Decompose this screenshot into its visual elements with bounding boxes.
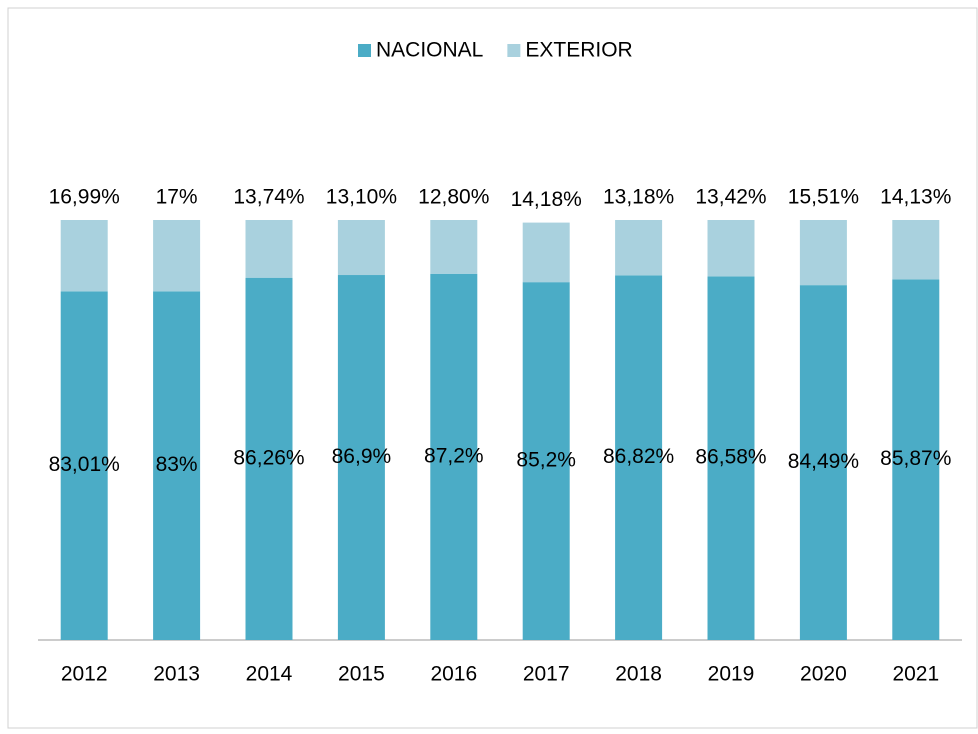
bar-segment xyxy=(522,222,570,283)
legend-label: NACIONAL xyxy=(376,39,483,62)
data-label: 14,13% xyxy=(880,186,951,209)
bar-segment xyxy=(430,273,478,640)
x-tick-label: 2012 xyxy=(61,663,108,686)
x-tick-label: 2020 xyxy=(800,663,847,686)
data-label: 14,18% xyxy=(511,188,582,211)
bar-segment xyxy=(245,277,293,640)
legend-swatch xyxy=(507,44,521,57)
bar-segment xyxy=(337,275,385,640)
bar-segment xyxy=(60,220,108,292)
data-label: 85,87% xyxy=(880,447,951,470)
x-tick-label: 2013 xyxy=(153,663,200,686)
data-label: 86,82% xyxy=(603,445,674,468)
data-label: 13,10% xyxy=(326,186,397,209)
data-label: 12,80% xyxy=(418,186,489,209)
x-tick-label: 2015 xyxy=(338,663,385,686)
data-label: 17% xyxy=(156,186,198,209)
bar-segment xyxy=(337,220,385,276)
bar-segment xyxy=(799,285,847,640)
data-label: 85,2% xyxy=(516,449,576,472)
data-label: 86,9% xyxy=(332,445,392,468)
bar-segment xyxy=(153,220,201,292)
data-label: 15,51% xyxy=(788,186,859,209)
bar-segment xyxy=(245,220,293,278)
data-label: 16,99% xyxy=(49,186,120,209)
bar-segment xyxy=(892,220,940,280)
chart-frame xyxy=(7,7,978,729)
x-tick-label: 2018 xyxy=(615,663,662,686)
bar-segment xyxy=(707,220,755,277)
bar-segment xyxy=(60,291,108,640)
x-tick-label: 2014 xyxy=(246,663,293,686)
x-tick-label: 2019 xyxy=(708,663,755,686)
x-tick-label: 2021 xyxy=(892,663,939,686)
legend-label: EXTERIOR xyxy=(525,39,632,62)
bar-segment xyxy=(799,220,847,286)
data-label: 84,49% xyxy=(788,450,859,473)
data-label: 86,58% xyxy=(695,446,766,469)
x-tick-label: 2017 xyxy=(523,663,570,686)
data-label: 87,2% xyxy=(424,444,484,467)
data-label: 13,74% xyxy=(233,186,304,209)
bar-segment xyxy=(522,282,570,640)
bar-segment xyxy=(153,291,201,640)
data-label: 83% xyxy=(156,453,198,476)
data-label: 13,42% xyxy=(695,186,766,209)
bar-segment xyxy=(615,220,663,276)
bar-segment xyxy=(892,279,940,640)
bar-segment xyxy=(430,220,478,274)
data-label: 13,18% xyxy=(603,186,674,209)
legend-swatch xyxy=(358,44,371,57)
data-label: 83,01% xyxy=(49,453,120,476)
data-label: 86,26% xyxy=(233,446,304,469)
bar-segment xyxy=(707,276,755,640)
bar-segment xyxy=(615,275,663,640)
x-tick-label: 2016 xyxy=(430,663,477,686)
